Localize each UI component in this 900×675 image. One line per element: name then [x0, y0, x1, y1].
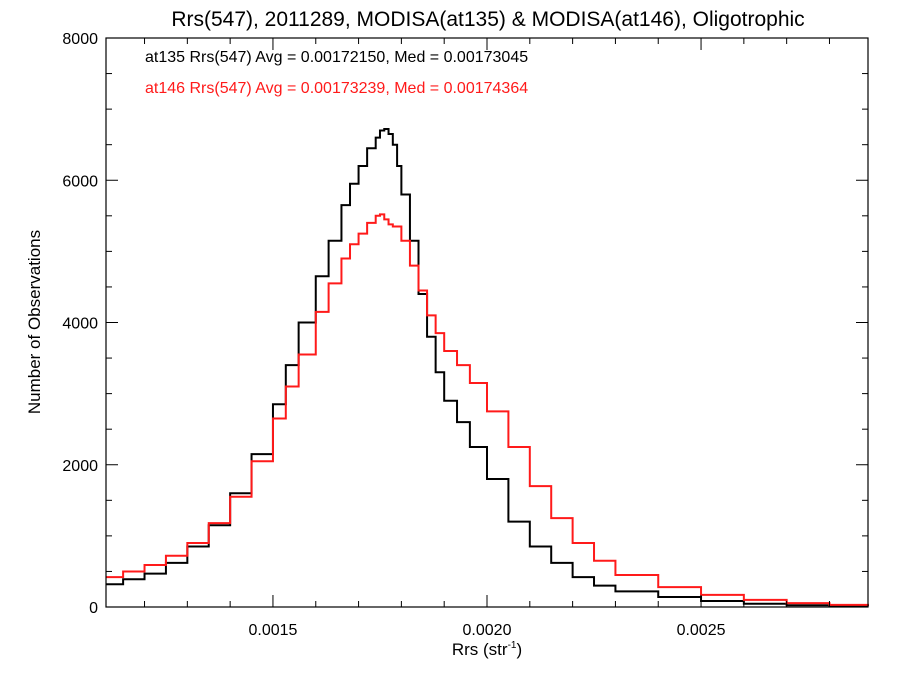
- series-line-at135: [106, 128, 869, 607]
- x-tick-label: 0.0015: [248, 622, 297, 639]
- y-axis: 0 2000 4000 6000 8000: [62, 31, 868, 617]
- y-tick-label: 6000: [62, 173, 98, 190]
- y-tick-label: 0: [89, 600, 98, 617]
- x-axis: 0.0015 0.0020 0.0025: [144, 38, 830, 639]
- y-axis-label: Number of Observations: [25, 230, 44, 414]
- x-axis-label-end: ): [516, 640, 522, 659]
- legend-entry-at146: at146 Rrs(547) Avg = 0.00173239, Med = 0…: [145, 80, 528, 97]
- x-axis-label-sup: -1: [508, 640, 517, 651]
- x-axis-label-text: Rrs (str: [452, 640, 508, 659]
- x-axis-label: Rrs (str-1): [452, 640, 522, 659]
- x-tick-label: 0.0020: [463, 622, 512, 639]
- plot-frame: [105, 37, 869, 608]
- series-line-at146: [106, 213, 869, 606]
- legend-entry-at135: at135 Rrs(547) Avg = 0.00172150, Med = 0…: [145, 49, 528, 66]
- y-tick-label: 2000: [62, 458, 98, 475]
- y-tick-label: 8000: [62, 31, 98, 48]
- chart-title: Rrs(547), 2011289, MODISA(at135) & MODIS…: [171, 8, 804, 31]
- x-tick-label: 0.0025: [677, 622, 726, 639]
- y-tick-label: 4000: [62, 316, 98, 333]
- plot-area: [106, 128, 869, 607]
